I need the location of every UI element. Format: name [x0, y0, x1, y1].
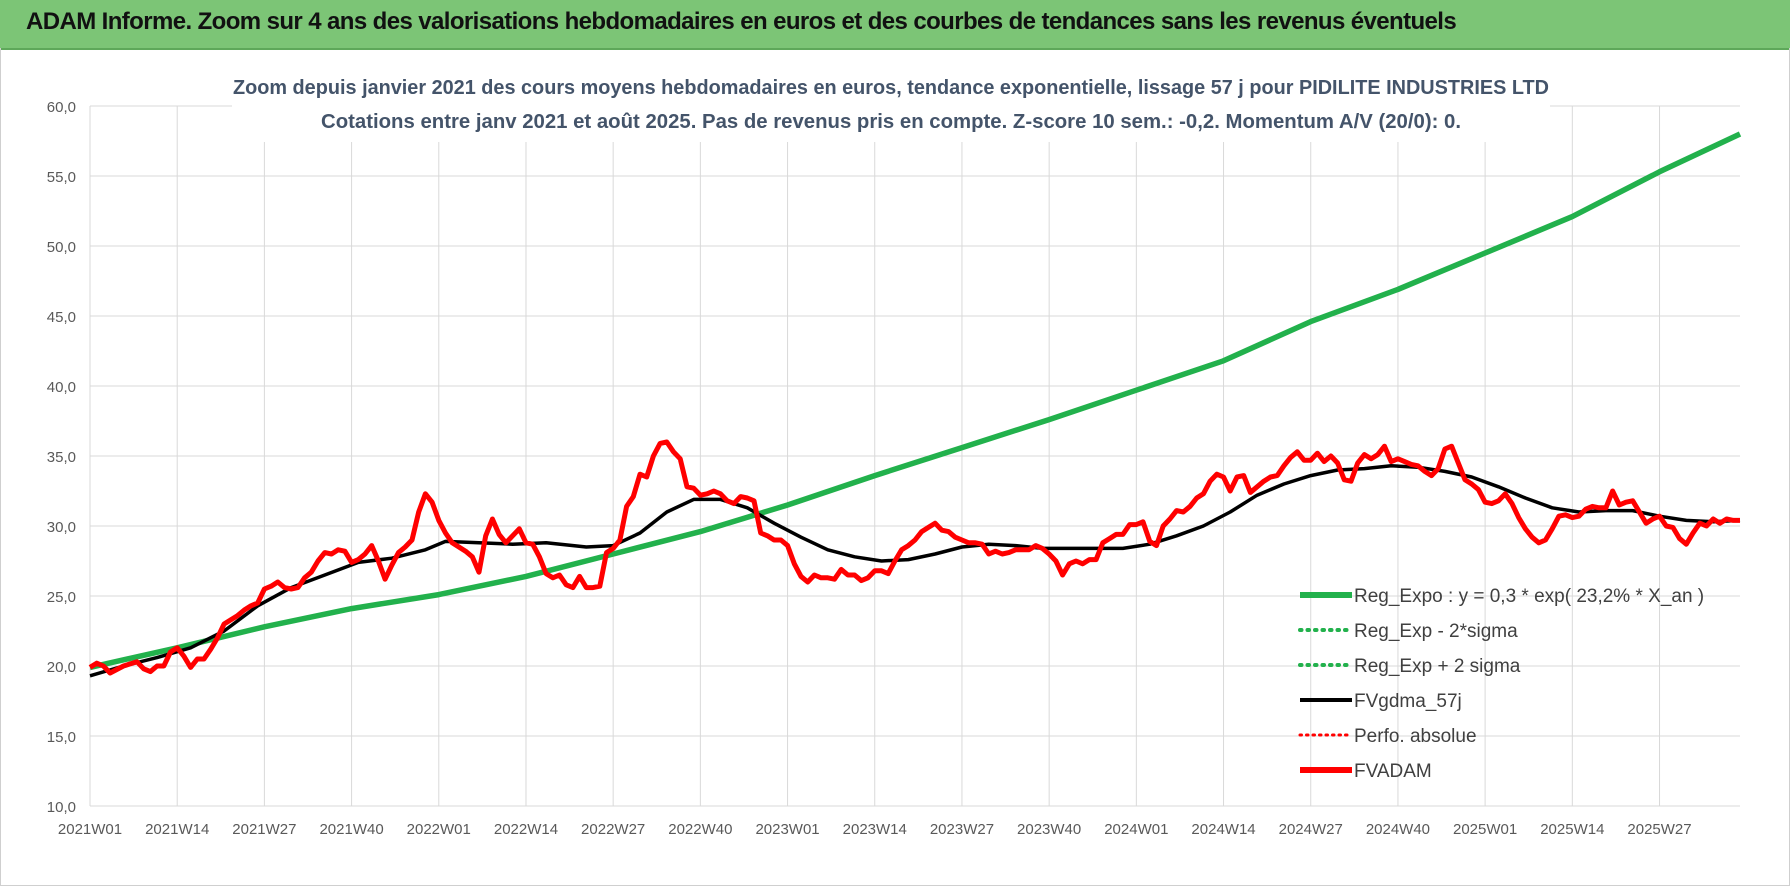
x-tick-label: 2021W01: [58, 821, 122, 838]
y-tick-label: 35,0: [47, 449, 76, 466]
x-tick-label: 2024W40: [1366, 821, 1430, 838]
chart-series: [88, 92, 1742, 678]
y-tick-label: 60,0: [47, 99, 76, 116]
page-title: ADAM Informe. Zoom sur 4 ans des valoris…: [26, 8, 1457, 35]
series-line-reg_expo: [89, 131, 1742, 671]
y-tick-label: 45,0: [47, 309, 76, 326]
x-tick-label: 2021W40: [319, 821, 383, 838]
y-tick-label: 55,0: [47, 169, 76, 186]
series-line-fvgdma: [89, 464, 1741, 678]
x-tick-label: 2023W01: [755, 821, 819, 838]
y-tick-label: 50,0: [47, 239, 76, 256]
y-axis-ticks: 10,0 15,0 20,0 25,0 30,0 35,0 40,0 45,0 50,0 55,0…: [47, 99, 76, 816]
x-tick-label: 2022W01: [407, 821, 471, 838]
x-tick-label: 2024W01: [1104, 821, 1168, 838]
y-tick-label: 15,0: [47, 729, 76, 746]
legend-label-minus2: Reg_Exp - 2*sigma: [1354, 621, 1518, 642]
chart-title-background: [232, 66, 1550, 142]
legend-label-plus2: Reg_Exp + 2 sigma: [1354, 656, 1521, 677]
x-tick-label: 2022W14: [494, 821, 558, 838]
x-tick-label: 2025W14: [1540, 821, 1604, 838]
x-tick-label: 2023W40: [1017, 821, 1081, 838]
x-tick-label: 2024W14: [1191, 821, 1255, 838]
x-axis-ticks: 2021W01 2021W14 2021W27 2021W40 2022W01 2022W…: [58, 821, 1692, 838]
chart-grid: [89, 105, 1740, 807]
x-tick-label: 2023W14: [843, 821, 907, 838]
x-tick-label: 2023W27: [930, 821, 994, 838]
legend-label-fvgdma: FVgdma_57j: [1354, 691, 1462, 712]
y-tick-label: 40,0: [47, 379, 76, 396]
x-tick-label: 2021W27: [232, 821, 296, 838]
x-tick-label: 2022W40: [668, 821, 732, 838]
y-tick-label: 30,0: [47, 519, 76, 536]
series-line-fvadam: [88, 439, 1740, 676]
chart-title-line2: Cotations entre janv 2021 et août 2025. …: [321, 111, 1461, 133]
chart-title-line1: Zoom depuis janvier 2021 des cours moyen…: [233, 77, 1549, 99]
y-tick-label: 10,0: [47, 799, 76, 816]
chart-legend: Reg_Expo : y = 0,3 * exp( 23,2% * X_an )…: [1298, 586, 1704, 782]
x-tick-label: 2021W14: [145, 821, 209, 838]
series-line-plus2: [90, 92, 1740, 474]
header-banner: ADAM Informe. Zoom sur 4 ans des valoris…: [0, 0, 1790, 50]
legend-label-fvadam: FVADAM: [1354, 761, 1432, 782]
legend-label-perfo: Perfo. absolue: [1354, 726, 1477, 747]
y-tick-label: 25,0: [47, 589, 76, 606]
x-tick-label: 2024W27: [1279, 821, 1343, 838]
y-tick-label: 20,0: [47, 659, 76, 676]
x-tick-label: 2022W27: [581, 821, 645, 838]
legend-label-reg_expo: Reg_Expo : y = 0,3 * exp( 23,2% * X_an ): [1354, 586, 1704, 607]
x-tick-label: 2025W01: [1453, 821, 1517, 838]
x-tick-label: 2025W27: [1627, 821, 1691, 838]
